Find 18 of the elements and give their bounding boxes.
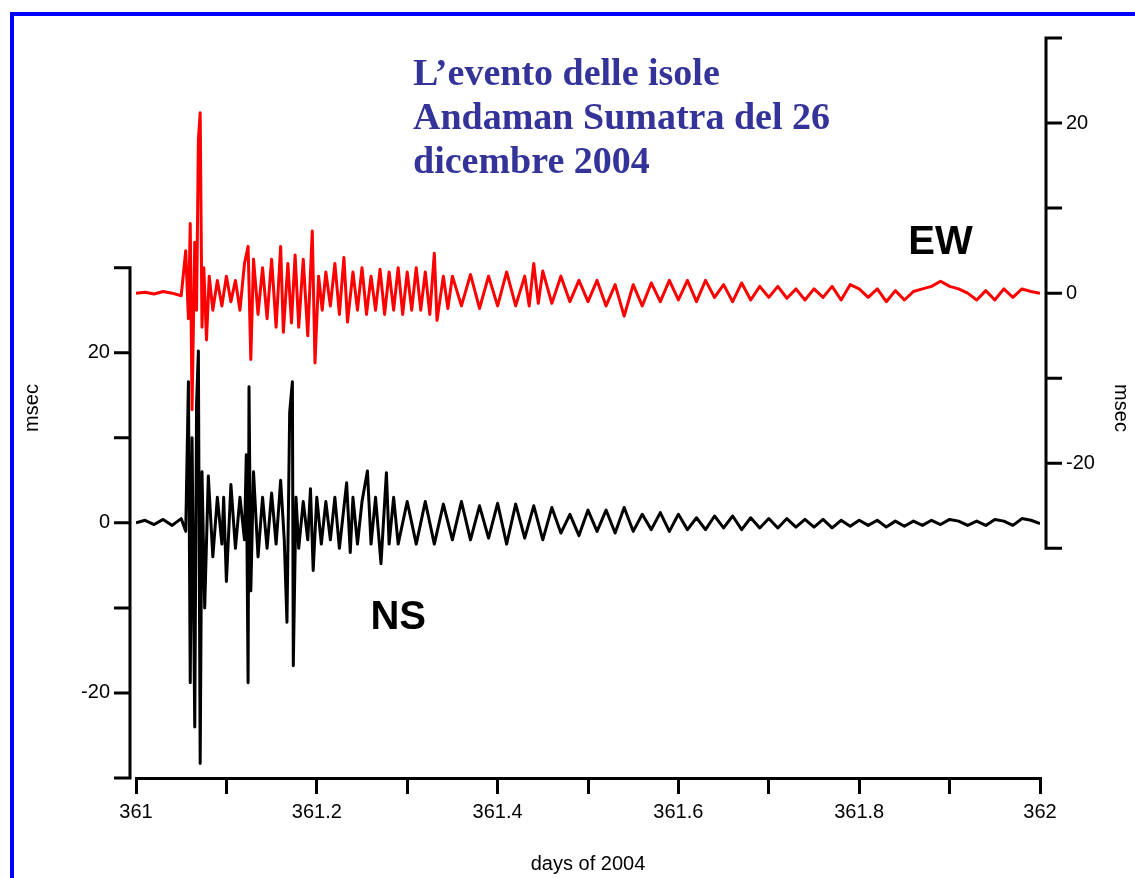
y-tick-label: 0 [98,510,110,533]
x-tick-label: 361 [119,799,153,822]
y2-tick-label: -20 [1066,450,1095,473]
text: L’evento delle isole Andaman Sumatra del 26 dicembre 2004 [413,50,831,182]
x-tick-label: 361.8 [834,799,885,822]
series-label: EW [908,218,974,263]
x-axis-title: days of 2004 [530,851,646,874]
y-axis-title: msec [19,384,42,432]
y-tick-label: -20 [81,680,110,703]
y-tick-label: 20 [87,340,110,363]
x-tick-label: 361.2 [291,799,342,822]
x-tick-label: 361.4 [472,799,523,822]
y2-tick-label: 0 [1066,280,1078,303]
y2-tick-label: 20 [1066,110,1089,133]
y2-axis-title: msec [1111,384,1134,432]
series-label: NS [370,592,426,637]
x-tick-label: 361.6 [653,799,704,822]
x-tick-label: 362 [1023,799,1057,822]
